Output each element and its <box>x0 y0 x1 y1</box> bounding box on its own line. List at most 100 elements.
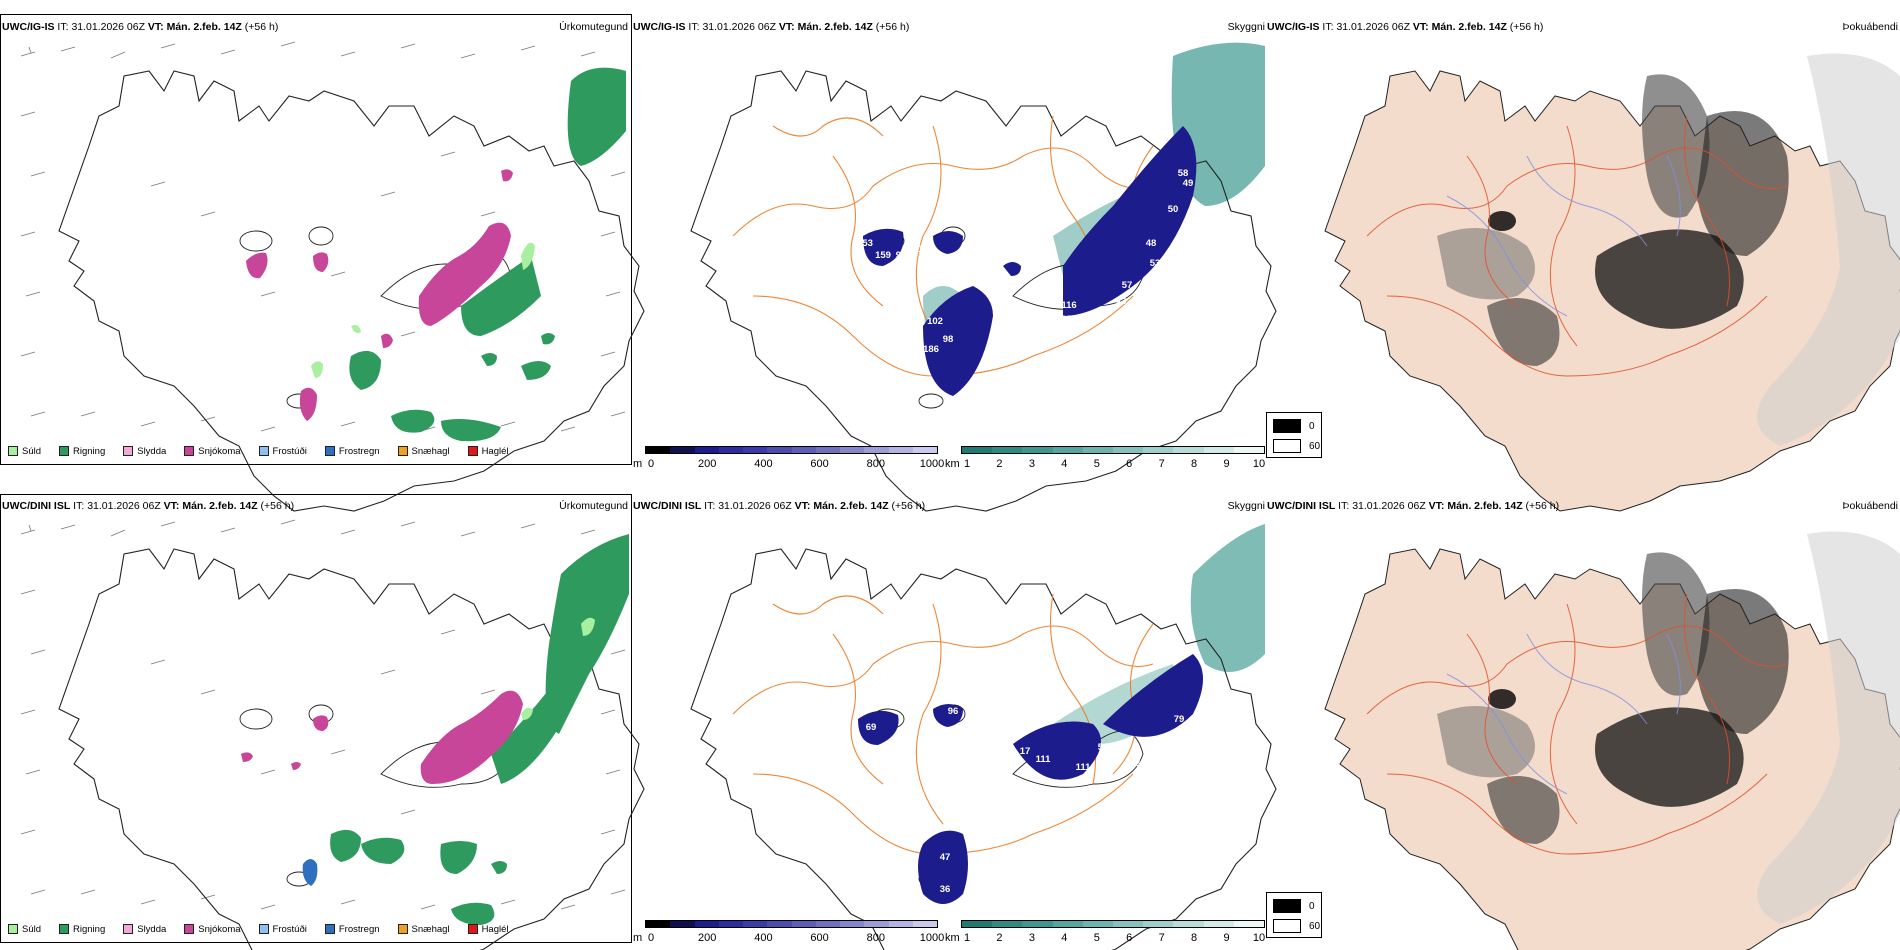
legend-swatch <box>397 924 408 934</box>
colorbar-bin <box>840 447 865 453</box>
colorbar-tick: 0 <box>647 932 655 944</box>
precip-type-panel: UWC/IG-IS IT: 31.01.2026 06Z VT: Mán. 2.… <box>0 14 645 512</box>
valid-label: VT: <box>778 21 795 33</box>
colorbar-bin <box>767 921 792 927</box>
fog-key-row: 0 <box>1273 419 1315 433</box>
legend-label: Haglél <box>481 445 509 457</box>
colorbar-bin <box>1143 921 1174 927</box>
legend-swatch <box>258 924 269 934</box>
legend-item: Rigning <box>51 924 115 935</box>
panel-header: UWC/DINI ISL IT: 31.01.2026 06Z VT: Mán.… <box>1267 499 1559 513</box>
drizzle-areas <box>521 617 595 720</box>
colorbar-bin <box>912 447 937 453</box>
ceiling-value-label: 96 <box>948 706 959 717</box>
valid-time: Mán. 2.feb. 14Z <box>182 500 258 512</box>
run-time: 31.01.2026 06Z <box>87 500 161 512</box>
colorbar-tick: 200 <box>698 932 717 944</box>
colorbar-tick: 1 <box>963 458 971 470</box>
colorbar-tick: 200 <box>698 458 717 470</box>
legend-swatch <box>184 924 195 934</box>
colorbar-bin <box>992 921 1023 927</box>
ceiling-value-label: 58 <box>1178 168 1189 179</box>
ceiling-areas <box>863 126 1197 396</box>
ceiling-value-label: 47 <box>940 852 951 863</box>
valid-label: VT: <box>794 500 811 512</box>
legend-label: Haglél <box>481 923 509 935</box>
fog-key-swatch <box>1273 419 1301 433</box>
ceiling-areas <box>858 654 1203 904</box>
ceiling-value-label: 57 <box>1122 280 1133 291</box>
ceiling-value-label: 10 <box>1028 288 1039 299</box>
drizzle-areas <box>311 242 535 378</box>
visibility-panel: UWC/IG-IS IT: 31.01.2026 06Z VT: Mán. 2.… <box>633 14 1277 512</box>
fog-key-row: 60 <box>1273 919 1320 933</box>
legend-item: Súld <box>0 924 51 935</box>
fog-key-swatch <box>1273 899 1301 913</box>
ceiling-value-label: 159 <box>875 250 891 261</box>
ceiling-value-label: 79 <box>1183 732 1194 743</box>
map-frame <box>0 14 632 465</box>
legend-swatch <box>467 446 478 456</box>
valid-time: Mán. 2.feb. 14Z <box>1431 21 1507 33</box>
valid-time: Mán. 2.feb. 14Z <box>166 21 242 33</box>
colorbar-bin <box>962 447 993 453</box>
panel-title: Skyggni <box>1227 21 1265 33</box>
colorbar-bin <box>888 447 913 453</box>
ceiling-value-label: 133 <box>1017 252 1033 263</box>
colorbar-tick: 6 <box>1126 458 1133 470</box>
model-name: UWC/IG-IS <box>2 21 55 33</box>
run-time: 31.01.2026 06Z <box>1352 500 1426 512</box>
precip-areas <box>241 690 523 784</box>
colorbar-tick: 3 <box>1028 932 1035 944</box>
row-1: UWC/IG-IS IT: 31.01.2026 06Z VT: Mán. 2.… <box>0 14 1900 512</box>
legend-swatch <box>467 924 478 934</box>
colorbar-bin <box>791 447 816 453</box>
colorbar-tick: 400 <box>754 932 773 944</box>
legend-item: Snjókoma <box>176 446 250 457</box>
run-label: IT: <box>73 500 85 512</box>
legend-label: Frostregn <box>338 445 380 457</box>
row-2: UWC/DINI ISL IT: 31.01.2026 06Z VT: Mán.… <box>0 494 1900 950</box>
legend-label: Frostregn <box>338 923 380 935</box>
colorbar-bin <box>1082 921 1114 927</box>
colorbar-bin <box>1113 921 1144 927</box>
panel-title: Þokuábendi <box>1842 500 1898 512</box>
panel-title: Úrkomutegund <box>559 21 628 33</box>
run-label: IT: <box>704 500 716 512</box>
ceiling-value-label: 6 <box>1138 304 1143 315</box>
legend-label: Snæhagl <box>411 445 450 457</box>
colorbar-bin <box>864 921 889 927</box>
fog-key-label: 0 <box>1309 420 1315 432</box>
panel-header: UWC/IG-IS IT: 31.01.2026 06Z VT: Mán. 2.… <box>2 20 278 34</box>
legend-item: Súld <box>0 446 51 457</box>
colorbar-bin <box>646 447 671 453</box>
colorbar-bin <box>1233 447 1265 453</box>
fog-index-panel: UWC/IG-IS IT: 31.01.2026 06Z VT: Mán. 2.… <box>1267 14 1900 512</box>
ceiling-value-label: 76 <box>1100 756 1111 767</box>
rain-areas <box>349 67 626 442</box>
model-name: UWC/DINI ISL <box>2 500 71 512</box>
colorbar-bin <box>912 921 937 927</box>
legend-item: Snjókoma <box>176 924 250 935</box>
ceiling-value-label: 53 <box>1150 258 1161 269</box>
ceiling-value-label: 73 <box>1130 758 1141 769</box>
run-label: IT: <box>57 21 69 33</box>
fog-map <box>1324 53 1900 512</box>
colorbar-bin <box>646 921 671 927</box>
lead-time: (+56 h) <box>1525 500 1560 512</box>
legend-swatch <box>59 446 70 456</box>
lead-time: (+56 h) <box>244 21 279 33</box>
colorbar-tick: 2 <box>996 932 1003 944</box>
model-name: UWC/DINI ISL <box>633 500 702 512</box>
run-time: 31.01.2026 06Z <box>1336 21 1410 33</box>
legend-item: Frostúði <box>251 446 317 457</box>
fog-index-key: 0 60 <box>1266 892 1322 938</box>
legend-label: Slydda <box>137 445 167 457</box>
colorbar-tick: 9 <box>1223 932 1230 944</box>
colorbar-unit: km <box>945 458 960 470</box>
ceiling-value-label: 116 <box>1061 300 1076 311</box>
fog-key-label: 60 <box>1309 440 1321 452</box>
panel-header: UWC/IG-IS IT: 31.01.2026 06Z VT: Mán. 2.… <box>633 20 909 34</box>
